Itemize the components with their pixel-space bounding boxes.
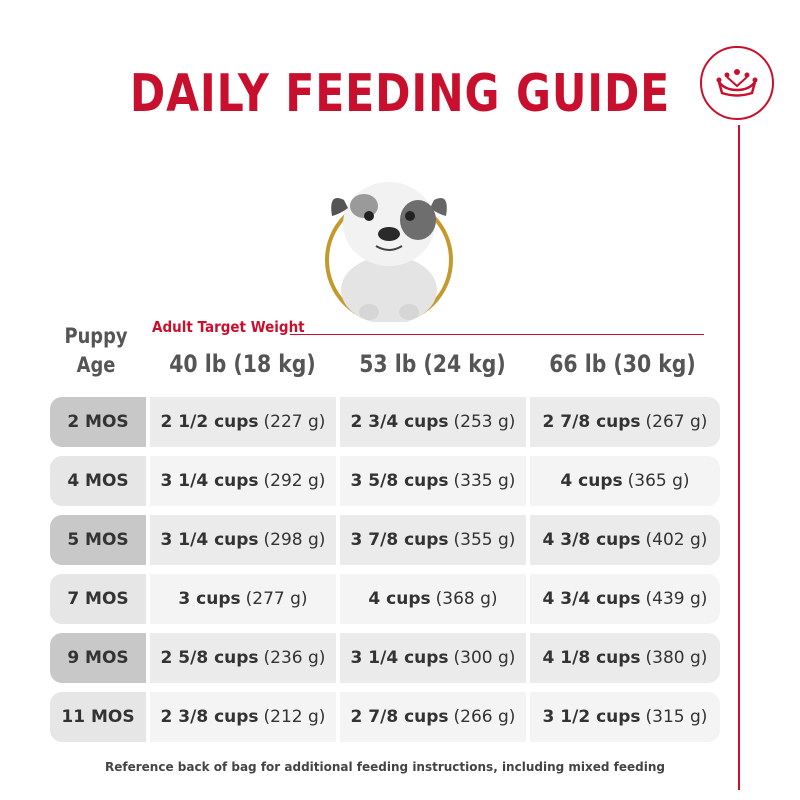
cups-value: 3 7/8 cups <box>350 530 449 550</box>
cups-value: 2 3/4 cups <box>350 412 449 432</box>
puppy-photo <box>325 182 453 322</box>
table-row: 2 MOS 2 1/2 cups (227 g) 2 3/4 cups (253 g… <box>50 397 720 447</box>
row-age: 7 MOS <box>50 574 146 624</box>
footnote: Reference back of bag for additional fee… <box>105 760 665 774</box>
table-cell: 2 3/8 cups (212 g) <box>150 692 336 742</box>
table-cell: 4 cups (368 g) <box>340 574 526 624</box>
cups-value: 3 cups <box>178 589 241 609</box>
table-cell: 2 3/4 cups (253 g) <box>340 397 526 447</box>
age-header-line2: Age <box>76 353 116 377</box>
grams-value: (266 g) <box>453 707 516 727</box>
cups-value: 3 1/2 cups <box>542 707 641 727</box>
age-header-line1: Puppy <box>64 324 128 348</box>
cups-value: 4 cups <box>560 471 623 491</box>
cups-value: 3 1/4 cups <box>160 530 259 550</box>
cups-value: 4 1/8 cups <box>542 648 641 668</box>
column-header-53lb: 53 lb (24 kg) <box>359 350 506 378</box>
column-header-40lb: 40 lb (18 kg) <box>169 350 316 378</box>
grams-value: (335 g) <box>453 471 516 491</box>
table-cell: 4 1/8 cups (380 g) <box>530 633 720 683</box>
grams-value: (253 g) <box>453 412 516 432</box>
grams-value: (368 g) <box>435 589 498 609</box>
cups-value: 2 7/8 cups <box>542 412 641 432</box>
grams-value: (355 g) <box>453 530 516 550</box>
table-cell: 4 3/8 cups (402 g) <box>530 515 720 565</box>
table-cell: 2 7/8 cups (267 g) <box>530 397 720 447</box>
cups-value: 4 cups <box>368 589 431 609</box>
table-cell: 2 1/2 cups (227 g) <box>150 397 336 447</box>
grams-value: (365 g) <box>627 471 690 491</box>
column-header-66lb: 66 lb (30 kg) <box>549 350 696 378</box>
grams-value: (298 g) <box>263 530 326 550</box>
adult-target-weight-label: Adult Target Weight <box>152 318 305 336</box>
cups-value: 2 3/8 cups <box>160 707 259 727</box>
row-age: 11 MOS <box>50 692 146 742</box>
crown-icon <box>716 69 758 97</box>
table-row: 5 MOS 3 1/4 cups (298 g) 3 7/8 cups (355 g… <box>50 515 720 565</box>
table-cell: 4 3/4 cups (439 g) <box>530 574 720 624</box>
grams-value: (315 g) <box>645 707 708 727</box>
cups-value: 2 5/8 cups <box>160 648 259 668</box>
cups-value: 4 3/8 cups <box>542 530 641 550</box>
grams-value: (292 g) <box>263 471 326 491</box>
grams-value: (236 g) <box>263 648 326 668</box>
page-title: DAILY FEEDING GUIDE <box>129 64 671 124</box>
grams-value: (277 g) <box>245 589 308 609</box>
table-cell: 3 1/4 cups (292 g) <box>150 456 336 506</box>
grams-value: (300 g) <box>453 648 516 668</box>
row-age: 5 MOS <box>50 515 146 565</box>
table-cell: 2 7/8 cups (266 g) <box>340 692 526 742</box>
cups-value: 4 3/4 cups <box>542 589 641 609</box>
cups-value: 2 7/8 cups <box>350 707 449 727</box>
table-row: 11 MOS 2 3/8 cups (212 g) 2 7/8 cups (266 … <box>50 692 720 742</box>
table-row: 4 MOS 3 1/4 cups (292 g) 3 5/8 cups (335 g… <box>50 456 720 506</box>
row-age: 2 MOS <box>50 397 146 447</box>
table-cell: 3 1/4 cups (300 g) <box>340 633 526 683</box>
table-row: 9 MOS 2 5/8 cups (236 g) 3 1/4 cups (300 g… <box>50 633 720 683</box>
table-row: 7 MOS 3 cups (277 g) 4 cups (368 g) 4 3/4 … <box>50 574 720 624</box>
cups-value: 3 5/8 cups <box>350 471 449 491</box>
table-cell: 3 5/8 cups (335 g) <box>340 456 526 506</box>
grams-value: (439 g) <box>645 589 708 609</box>
table-cell: 2 5/8 cups (236 g) <box>150 633 336 683</box>
weight-label-underline <box>290 334 704 335</box>
row-age: 4 MOS <box>50 456 146 506</box>
puppy-age-header: Puppy Age <box>62 322 130 380</box>
table-cell: 3 1/2 cups (315 g) <box>530 692 720 742</box>
grams-value: (212 g) <box>263 707 326 727</box>
grams-value: (380 g) <box>645 648 708 668</box>
cups-value: 3 1/4 cups <box>350 648 449 668</box>
grams-value: (227 g) <box>263 412 326 432</box>
grams-value: (402 g) <box>645 530 708 550</box>
table-cell: 3 cups (277 g) <box>150 574 336 624</box>
cups-value: 2 1/2 cups <box>160 412 259 432</box>
table-cell: 3 1/4 cups (298 g) <box>150 515 336 565</box>
table-cell: 3 7/8 cups (355 g) <box>340 515 526 565</box>
brand-divider-line <box>738 125 740 790</box>
table-cell: 4 cups (365 g) <box>530 456 720 506</box>
grams-value: (267 g) <box>645 412 708 432</box>
cups-value: 3 1/4 cups <box>160 471 259 491</box>
brand-logo <box>700 46 774 120</box>
row-age: 9 MOS <box>50 633 146 683</box>
